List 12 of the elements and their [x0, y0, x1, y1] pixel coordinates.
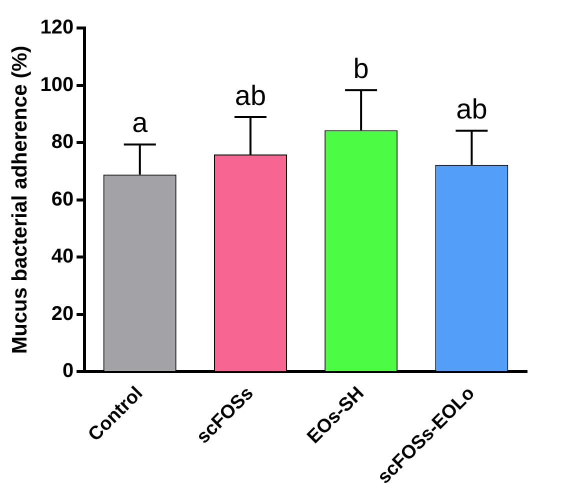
- annotation: a: [132, 107, 148, 138]
- y-tick-label: 20: [51, 302, 74, 325]
- y-tick-label: 80: [51, 131, 74, 154]
- y-tick-label: 100: [40, 74, 74, 96]
- y-tick-label: 40: [51, 246, 74, 268]
- y-tick-label: 120: [40, 16, 74, 39]
- y-axis-title: Mucus bacterial adherence (%): [8, 46, 32, 354]
- annotation: ab: [234, 80, 266, 111]
- y-tick-label: 60: [51, 188, 74, 210]
- y-tick-label: 0: [62, 360, 74, 382]
- annotation: ab: [456, 93, 488, 124]
- annotation: b: [353, 52, 369, 84]
